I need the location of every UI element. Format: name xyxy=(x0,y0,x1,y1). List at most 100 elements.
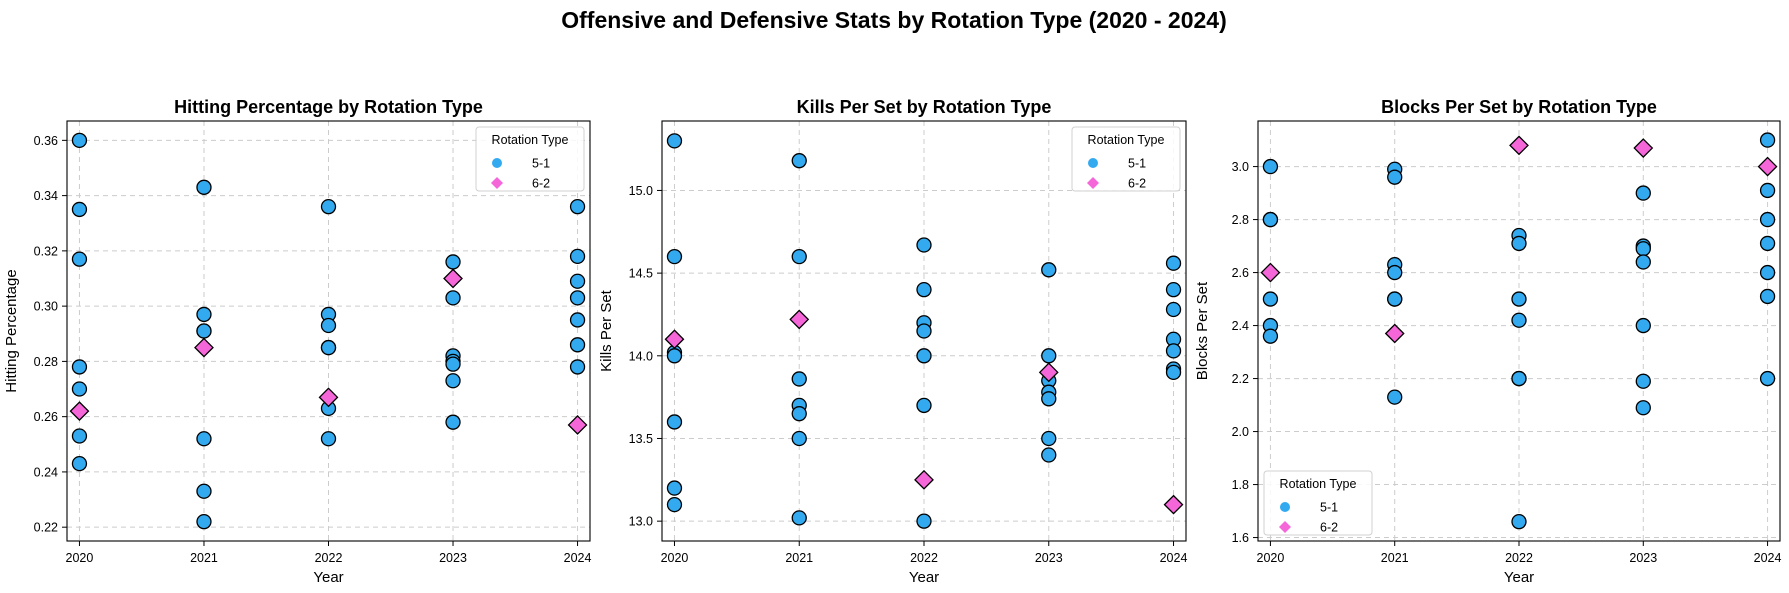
x-tick-label: 2023 xyxy=(439,551,467,565)
y-axis-ticks: 0.22 0.24 0.26 0.28 0.30 0.32 0.34 0.36 xyxy=(34,134,67,535)
legend-marker-6-2 xyxy=(1279,521,1291,533)
y-tick-label: 2.8 xyxy=(1232,213,1249,227)
axes-frame xyxy=(1257,120,1781,542)
data-point-5-1 xyxy=(1759,211,1776,228)
legend: Rotation Type 5-1 6-2 xyxy=(475,126,585,192)
chart-panels: 2020 2021 2022 2023 2024 0.22 0.24 0.26 0.28 0.30… xyxy=(3,97,1782,586)
data-point-5-1 xyxy=(445,254,461,270)
data-point-5-1 xyxy=(791,406,807,422)
x-axis-label: Year xyxy=(1504,569,1534,586)
legend-label: 6-2 xyxy=(1128,177,1146,191)
chart-title: Hitting Percentage by Rotation Type xyxy=(174,97,483,117)
x-tick-label: 2022 xyxy=(315,551,343,565)
data-point-5-1 xyxy=(71,251,88,267)
data-point-5-1 xyxy=(445,414,461,430)
data-point-5-1 xyxy=(196,514,212,530)
data-point-6-2 xyxy=(914,469,934,490)
data-point-5-1 xyxy=(1511,370,1527,387)
data-point-5-1 xyxy=(1511,291,1527,307)
y-axis-ticks: 13.0 13.5 14.0 14.5 15.0 xyxy=(629,184,662,529)
data-point-5-1 xyxy=(1165,282,1182,298)
series-6-2 xyxy=(664,309,1184,515)
data-point-6-2 xyxy=(1384,323,1405,344)
data-point-5-1 xyxy=(569,359,586,375)
data-point-5-1 xyxy=(569,273,586,289)
data-point-5-1 xyxy=(1759,370,1776,387)
y-tick-label: 2.2 xyxy=(1232,372,1249,386)
data-point-5-1 xyxy=(1759,235,1776,252)
x-axis-ticks: 2020 2021 2022 2023 2024 xyxy=(66,541,592,565)
data-point-6-2 xyxy=(567,415,588,435)
data-point-6-2 xyxy=(789,309,810,330)
data-point-5-1 xyxy=(1635,373,1651,389)
data-point-5-1 xyxy=(1165,301,1182,318)
data-point-5-1 xyxy=(1262,328,1279,344)
legend-title: Rotation Type xyxy=(492,133,569,147)
data-point-5-1 xyxy=(445,290,461,306)
data-point-5-1 xyxy=(791,510,807,526)
legend-marker-6-2 xyxy=(1087,177,1099,189)
data-point-5-1 xyxy=(916,513,932,529)
x-axis-ticks: 2020 2021 2022 2023 2024 xyxy=(1257,541,1782,565)
data-point-6-2 xyxy=(1038,362,1059,383)
data-point-5-1 xyxy=(196,431,212,447)
data-point-5-1 xyxy=(1165,343,1182,359)
data-point-5-1 xyxy=(71,132,88,148)
axes-frame xyxy=(661,120,1187,542)
data-point-6-2 xyxy=(1163,494,1184,515)
x-tick-label: 2020 xyxy=(661,551,689,565)
series-5-1 xyxy=(1262,132,1776,530)
series-6-2 xyxy=(1260,135,1778,344)
data-point-5-1 xyxy=(1635,185,1651,201)
data-point-5-1 xyxy=(666,480,683,496)
data-point-5-1 xyxy=(445,356,461,372)
y-tick-label: 0.36 xyxy=(34,134,58,148)
x-tick-label: 2024 xyxy=(564,551,592,565)
data-point-5-1 xyxy=(791,371,807,387)
legend: Rotation Type 5-1 6-2 xyxy=(1263,470,1373,536)
y-tick-label: 0.30 xyxy=(34,300,58,314)
data-point-5-1 xyxy=(569,337,586,353)
y-tick-label: 0.28 xyxy=(34,355,58,369)
data-point-5-1 xyxy=(445,373,461,389)
data-point-6-2 xyxy=(69,401,90,422)
legend-marker-6-2 xyxy=(491,177,503,189)
data-point-5-1 xyxy=(916,282,932,298)
data-point-5-1 xyxy=(569,312,586,328)
data-point-5-1 xyxy=(1041,430,1057,447)
legend-box xyxy=(1263,470,1373,536)
data-point-5-1 xyxy=(320,199,337,215)
x-tick-label: 2020 xyxy=(66,551,94,565)
data-point-5-1 xyxy=(1165,255,1182,271)
data-point-5-1 xyxy=(666,414,683,430)
legend-box xyxy=(1071,126,1181,192)
y-axis-label: Hitting Percentage xyxy=(3,269,20,392)
data-point-5-1 xyxy=(71,428,88,444)
data-point-6-2 xyxy=(664,329,685,350)
data-point-5-1 xyxy=(196,323,212,339)
y-tick-label: 2.6 xyxy=(1232,266,1249,280)
data-point-6-2 xyxy=(1633,138,1654,158)
series-5-1 xyxy=(71,132,586,530)
y-axis-label: Kills Per Set xyxy=(598,289,615,372)
chart-title: Kills Per Set by Rotation Type xyxy=(797,97,1052,117)
data-point-5-1 xyxy=(916,397,932,414)
data-point-5-1 xyxy=(1759,182,1776,199)
legend-marker-5-1 xyxy=(1088,158,1098,168)
y-tick-label: 13.5 xyxy=(629,432,653,446)
x-tick-label: 2023 xyxy=(1629,551,1657,565)
data-point-5-1 xyxy=(71,201,88,218)
y-tick-label: 14.0 xyxy=(629,349,653,363)
data-point-5-1 xyxy=(1635,254,1651,270)
data-point-6-2 xyxy=(318,387,339,408)
data-point-5-1 xyxy=(666,348,683,364)
y-tick-label: 0.32 xyxy=(34,244,58,258)
legend-marker-5-1 xyxy=(1280,502,1290,512)
y-tick-label: 3.0 xyxy=(1232,160,1249,174)
legend-box xyxy=(475,126,585,192)
data-point-5-1 xyxy=(916,323,932,339)
x-axis-ticks: 2020 2021 2022 2023 2024 xyxy=(661,541,1187,565)
legend: Rotation Type 5-1 6-2 xyxy=(1071,126,1181,192)
x-tick-label: 2021 xyxy=(785,551,813,565)
